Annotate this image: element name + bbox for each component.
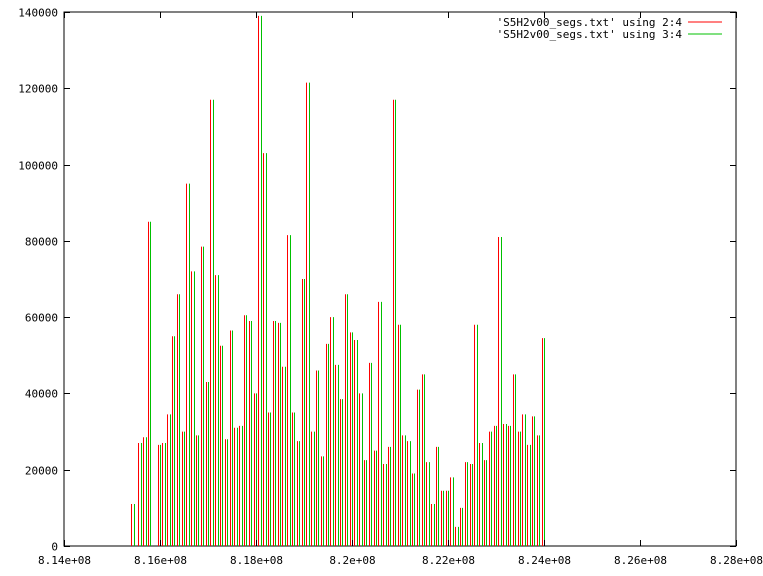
y-tick-label: 40000 [25, 388, 58, 401]
y-tick-label: 0 [51, 541, 58, 554]
series-green-bars [134, 15, 545, 546]
x-tick-label: 8.22e+08 [422, 554, 475, 567]
y-tick-label: 140000 [18, 7, 58, 20]
y-tick-label: 100000 [18, 160, 58, 173]
y-tick-label: 120000 [18, 83, 58, 96]
y-tick-label: 80000 [25, 236, 58, 249]
y-axis: 0 20000 40000 60000 80000 100000 120000 140000 [18, 7, 736, 554]
legend-label-series2: 'S5H2v00_segs.txt' using 3:4 [497, 28, 683, 41]
x-tick-label: 8.26e+08 [614, 554, 667, 567]
series-red-bars [131, 15, 543, 546]
x-tick-label: 8.28e+08 [710, 554, 763, 567]
x-tick-label: 8.24e+08 [518, 554, 571, 567]
x-tick-label: 8.16e+08 [134, 554, 187, 567]
x-tick-label: 8.2e+08 [329, 554, 375, 567]
x-axis: 8.14e+08 8.16e+08 8.18e+08 8.2e+08 8.22e+08 8… [38, 12, 763, 567]
y-tick-label: 20000 [25, 465, 58, 478]
y-tick-label: 60000 [25, 312, 58, 325]
x-tick-label: 8.14e+08 [38, 554, 91, 567]
x-tick-label: 8.18e+08 [230, 554, 283, 567]
legend: 'S5H2v00_segs.txt' using 2:4'S5H2v00_seg… [497, 16, 722, 41]
legend-label-series1: 'S5H2v00_segs.txt' using 2:4 [497, 16, 683, 29]
